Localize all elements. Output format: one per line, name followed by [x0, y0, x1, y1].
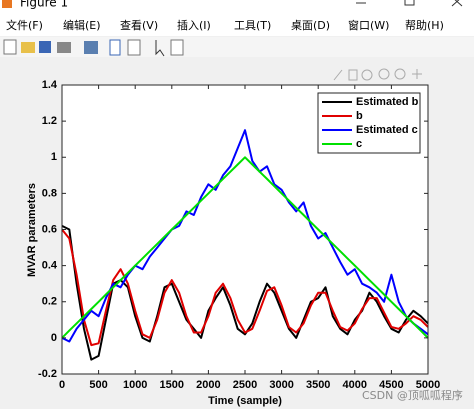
datatip-icon[interactable] [348, 69, 358, 81]
x-tick-label: 1000 [123, 379, 147, 391]
x-tick-label: 3000 [269, 379, 293, 391]
menu-item[interactable]: 帮助(H) [405, 18, 444, 32]
pan-icon[interactable] [361, 69, 373, 81]
menu-item[interactable]: 编辑(E) [63, 18, 101, 32]
menu-item[interactable]: 文件(F) [6, 18, 43, 32]
colorbar-icon[interactable] [109, 39, 121, 56]
x-axis-label: Time (sample) [208, 395, 282, 407]
legend-label: Estimated b [356, 96, 419, 108]
pointer-icon[interactable] [155, 40, 165, 57]
x-tick-label: 3500 [306, 379, 330, 391]
menu-item[interactable]: 插入(I) [177, 18, 211, 32]
toolbar-background [0, 37, 474, 57]
title-bar [0, 0, 474, 16]
menu-item[interactable]: 桌面(D) [291, 19, 330, 32]
brush-icon[interactable] [333, 69, 343, 81]
legend-label: b [356, 110, 363, 122]
plot-area [61, 129, 429, 361]
x-tick-label: 2500 [233, 379, 257, 391]
toolbar [0, 37, 474, 57]
maximize-button[interactable] [404, 0, 415, 6]
menu-group: 文件(F) 编辑(E) 查看(V) 插入(I) 工具(T) 桌面(D) 窗口(W) 帮助(H) [6, 18, 444, 32]
save-icon[interactable] [39, 41, 51, 53]
x-tick-label: 2000 [196, 379, 220, 391]
y-tick-label: 0 [51, 332, 57, 344]
x-tick-label: 0 [59, 379, 65, 391]
y-tick-label: 0.6 [42, 223, 57, 235]
y-tick-label: 1 [51, 151, 57, 163]
property-icon[interactable] [170, 39, 184, 56]
x-tick-label: 500 [89, 379, 107, 391]
y-tick-label: 1.2 [42, 115, 57, 127]
x-tick-label: 4500 [379, 379, 403, 391]
new-icon[interactable] [3, 39, 17, 55]
watermark: CSDN @顶呱呱程序 [362, 388, 463, 402]
open-icon[interactable] [21, 42, 35, 53]
x-tick-label: 1500 [160, 379, 184, 391]
close-button[interactable] [451, 0, 463, 7]
y-tick-label: 0.4 [42, 260, 58, 272]
menu-bar [0, 16, 474, 36]
menu-item[interactable]: 查看(V) [120, 18, 158, 32]
series-line [61, 129, 429, 343]
menu-item[interactable]: 工具(T) [234, 19, 271, 32]
legend-label: Estimated c [356, 124, 418, 136]
legend-icon[interactable] [127, 39, 141, 56]
legend: Estimated b b Estimated c c [317, 92, 421, 154]
app-icon [2, 0, 12, 8]
y-axis-label: MVAR parameters [26, 183, 38, 277]
window-title: Figure 1 [20, 0, 68, 10]
x-tick-label: 5000 [416, 379, 440, 391]
y-tick-label: 0.8 [42, 187, 57, 199]
axes-toolbar [333, 68, 422, 81]
print-icon[interactable] [57, 42, 71, 53]
x-tick-label: 4000 [343, 379, 367, 391]
y-tick-label: 1.4 [42, 79, 58, 91]
y-tick-label: 0.2 [42, 296, 57, 308]
y-tick-label: -0.2 [38, 368, 57, 380]
menu-item[interactable]: 窗口(W) [348, 18, 389, 32]
zoom-out-icon[interactable] [394, 68, 406, 80]
link-icon[interactable] [84, 41, 98, 54]
legend-label: c [356, 138, 362, 150]
series-line [61, 156, 429, 339]
series-line [61, 228, 429, 347]
home-icon[interactable] [412, 69, 422, 79]
zoom-in-icon[interactable] [378, 68, 390, 80]
